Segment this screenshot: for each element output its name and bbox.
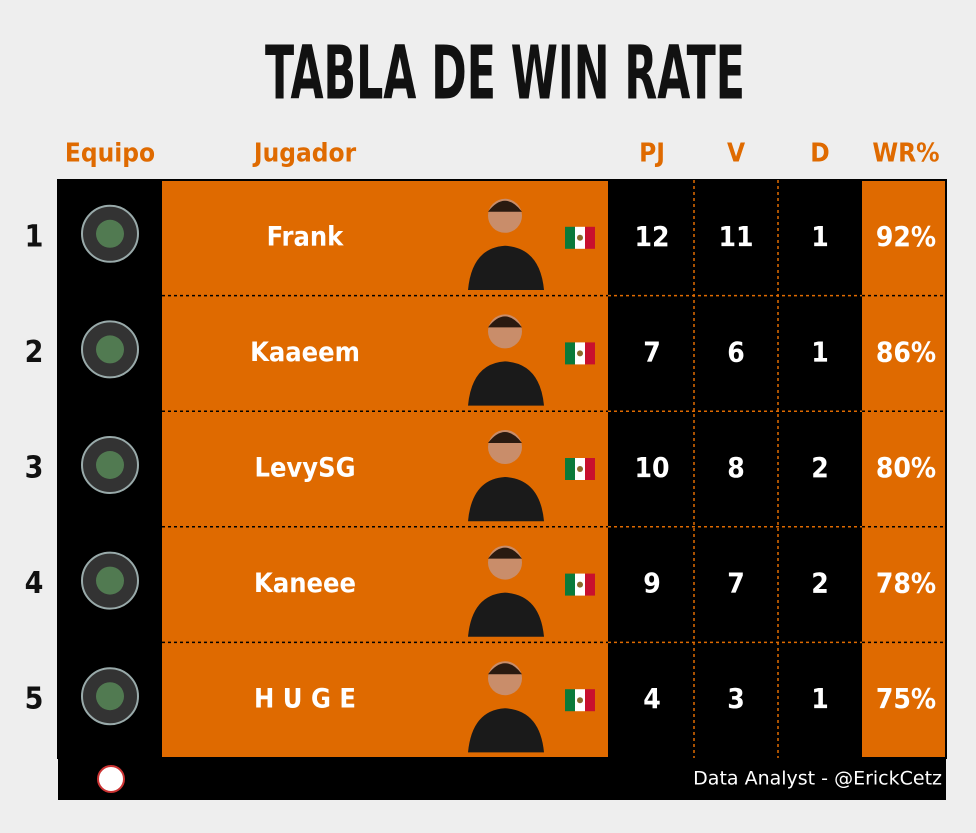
stat-value: 4 [643, 682, 661, 715]
flag-emblem [577, 697, 583, 704]
stat-value: 80% [876, 451, 936, 484]
column-header: D [810, 139, 829, 169]
player-photo [468, 545, 544, 637]
flag-green [565, 342, 575, 365]
column-header: PJ [639, 139, 665, 169]
player-name: Kaaeem [250, 337, 360, 368]
rank: 3 [25, 451, 44, 486]
rank: 4 [25, 566, 44, 601]
player-name: LevySG [254, 453, 355, 484]
footer-bar [58, 758, 946, 800]
stat-value: 12 [634, 220, 669, 253]
team-logo [81, 551, 139, 610]
photo-body [468, 361, 544, 406]
logo-shape [96, 566, 124, 595]
flag-red [585, 573, 595, 596]
flag-emblem [577, 581, 583, 588]
photo-hair [488, 547, 522, 559]
photo-body [468, 708, 544, 753]
logo-shape [96, 682, 124, 711]
stat-value: 1 [811, 682, 829, 715]
column-bg [694, 180, 778, 758]
logo-shape [96, 219, 124, 248]
stat-value: 11 [718, 220, 753, 253]
column-header: WR% [872, 139, 939, 169]
photo-body [468, 477, 544, 522]
flag-red [585, 458, 595, 480]
player-photo [468, 661, 544, 753]
stat-value: 86% [876, 335, 936, 368]
player-photo [468, 198, 544, 290]
rank: 5 [25, 682, 44, 717]
flag-red [585, 342, 595, 365]
photo-hair [488, 432, 522, 443]
flag-green [565, 573, 575, 596]
stat-value: 92% [876, 220, 936, 253]
photo-hair [488, 200, 522, 212]
stat-value: 7 [727, 567, 745, 600]
mexico-flag [565, 689, 595, 712]
team-logo [81, 436, 139, 494]
logo-shape [96, 451, 124, 479]
flag-emblem [577, 466, 583, 472]
footer-credit: Data Analyst - @ErickCetz [693, 768, 942, 790]
column-header: Equipo [65, 139, 155, 169]
player-name: H U G E [254, 684, 356, 715]
flag-red [585, 226, 595, 249]
player-photo [468, 430, 544, 522]
column-bg [162, 180, 608, 758]
footer-logo [97, 765, 125, 793]
stat-value: 1 [811, 220, 829, 253]
player-photo [468, 314, 544, 406]
rank: 1 [25, 219, 44, 254]
team-logo [81, 320, 139, 379]
stat-value: 10 [634, 451, 669, 484]
mexico-flag [565, 226, 595, 249]
stat-value: 2 [811, 567, 829, 600]
column-header: Jugador [252, 139, 357, 169]
flag-green [565, 689, 575, 712]
column-header: V [727, 139, 745, 169]
rank: 2 [25, 335, 44, 370]
photo-body [468, 592, 544, 637]
team-logo [81, 667, 139, 726]
photo-hair [488, 663, 522, 675]
stat-value: 9 [643, 567, 661, 600]
mexico-flag [565, 573, 595, 596]
stat-value: 7 [643, 335, 661, 368]
title: TABLA DE WIN RATE [265, 31, 745, 117]
team-logo [81, 204, 139, 263]
photo-body [468, 245, 544, 290]
column-bg [778, 180, 862, 758]
stat-value: 3 [727, 682, 745, 715]
column-bg [862, 180, 946, 758]
flag-green [565, 458, 575, 480]
flag-emblem [577, 234, 583, 241]
stat-value: 6 [727, 335, 745, 368]
flag-green [565, 226, 575, 249]
stat-value: 2 [811, 451, 829, 484]
mexico-flag [565, 458, 595, 480]
photo-hair [488, 316, 522, 328]
flag-emblem [577, 350, 583, 357]
player-name: Kaneee [254, 568, 356, 599]
mexico-flag [565, 342, 595, 365]
stat-value: 78% [876, 567, 936, 600]
player-name: Frank [267, 221, 345, 252]
stat-value: 1 [811, 335, 829, 368]
logo-shape [96, 335, 124, 364]
column-bg [608, 180, 694, 758]
stat-value: 8 [727, 451, 745, 484]
flag-red [585, 689, 595, 712]
stat-value: 75% [876, 682, 936, 715]
